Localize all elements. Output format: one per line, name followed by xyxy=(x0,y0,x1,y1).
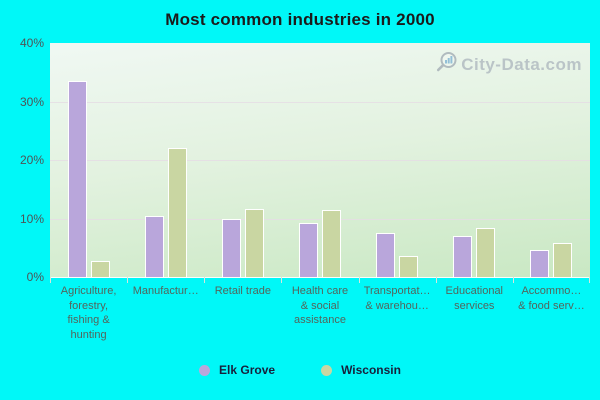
x-axis-category-label: Manufactur… xyxy=(132,285,199,297)
x-axis-tick xyxy=(589,277,590,283)
bar-wisconsin xyxy=(553,242,573,277)
y-axis-tick-label: 0% xyxy=(26,270,44,284)
bar-elk-grove xyxy=(298,222,318,277)
watermark: City-Data.com xyxy=(435,50,582,79)
x-axis-tick xyxy=(358,277,360,283)
x-axis-tick xyxy=(127,277,129,283)
x-axis-tick xyxy=(281,277,283,283)
bar-elk-grove xyxy=(221,218,241,277)
y-axis-tick-label: 40% xyxy=(19,36,44,50)
x-axis-tick xyxy=(204,277,206,283)
legend-color-dot xyxy=(199,364,211,376)
bar-wisconsin xyxy=(244,209,264,277)
bar-wisconsin xyxy=(321,209,341,277)
bar-elk-grove xyxy=(67,81,87,277)
bar-elk-grove xyxy=(530,250,550,277)
bar-group xyxy=(281,43,358,277)
bar-wisconsin xyxy=(476,227,496,277)
y-axis-tick-label: 10% xyxy=(19,211,44,226)
x-axis-category-label: Accommo… & food serv… xyxy=(518,285,585,312)
x-axis-tick xyxy=(435,277,437,283)
magnifier-bars-icon xyxy=(435,50,459,79)
gridline xyxy=(50,101,590,103)
bar-wisconsin xyxy=(399,255,419,277)
y-axis-tick-label: 30% xyxy=(19,94,44,109)
x-axis-category-label: Retail trade xyxy=(214,285,271,297)
chart-title: Most common industries in 2000 xyxy=(165,10,435,29)
watermark-text: City-Data.com xyxy=(461,54,582,74)
bar-group xyxy=(359,43,436,277)
legend-item-elk-grove: Elk Grove xyxy=(199,363,275,377)
bar-group xyxy=(436,43,513,277)
legend-label: Elk Grove xyxy=(219,363,276,377)
bar-wisconsin xyxy=(167,148,187,277)
bar-group xyxy=(50,43,127,277)
legend: Elk Grove Wisconsin xyxy=(0,363,600,377)
bar-wisconsin xyxy=(90,261,110,277)
bar-elk-grove xyxy=(453,236,473,277)
bar-elk-grove xyxy=(376,233,396,277)
x-axis-category-label: Agriculture, forestry, fishing & hunting xyxy=(60,285,117,341)
plot-area: City-Data.com xyxy=(50,43,590,278)
bar-group xyxy=(204,43,281,277)
x-axis-tick xyxy=(50,277,51,283)
legend-color-dot xyxy=(321,364,333,376)
bar-elk-grove xyxy=(144,215,164,277)
gridline xyxy=(50,218,590,220)
x-axis-tick xyxy=(512,277,514,283)
x-axis-category-label: Transportat… & warehou… xyxy=(363,285,431,312)
x-axis-category-label: Educational services xyxy=(445,285,504,312)
bar-group xyxy=(513,43,590,277)
legend-item-wisconsin: Wisconsin xyxy=(321,363,401,377)
x-axis-category-label: Health care & social assistance xyxy=(291,285,349,327)
legend-label: Wisconsin xyxy=(341,363,401,377)
bar-group xyxy=(127,43,204,277)
y-axis-tick-label: 20% xyxy=(19,153,44,167)
gridline xyxy=(50,160,590,161)
